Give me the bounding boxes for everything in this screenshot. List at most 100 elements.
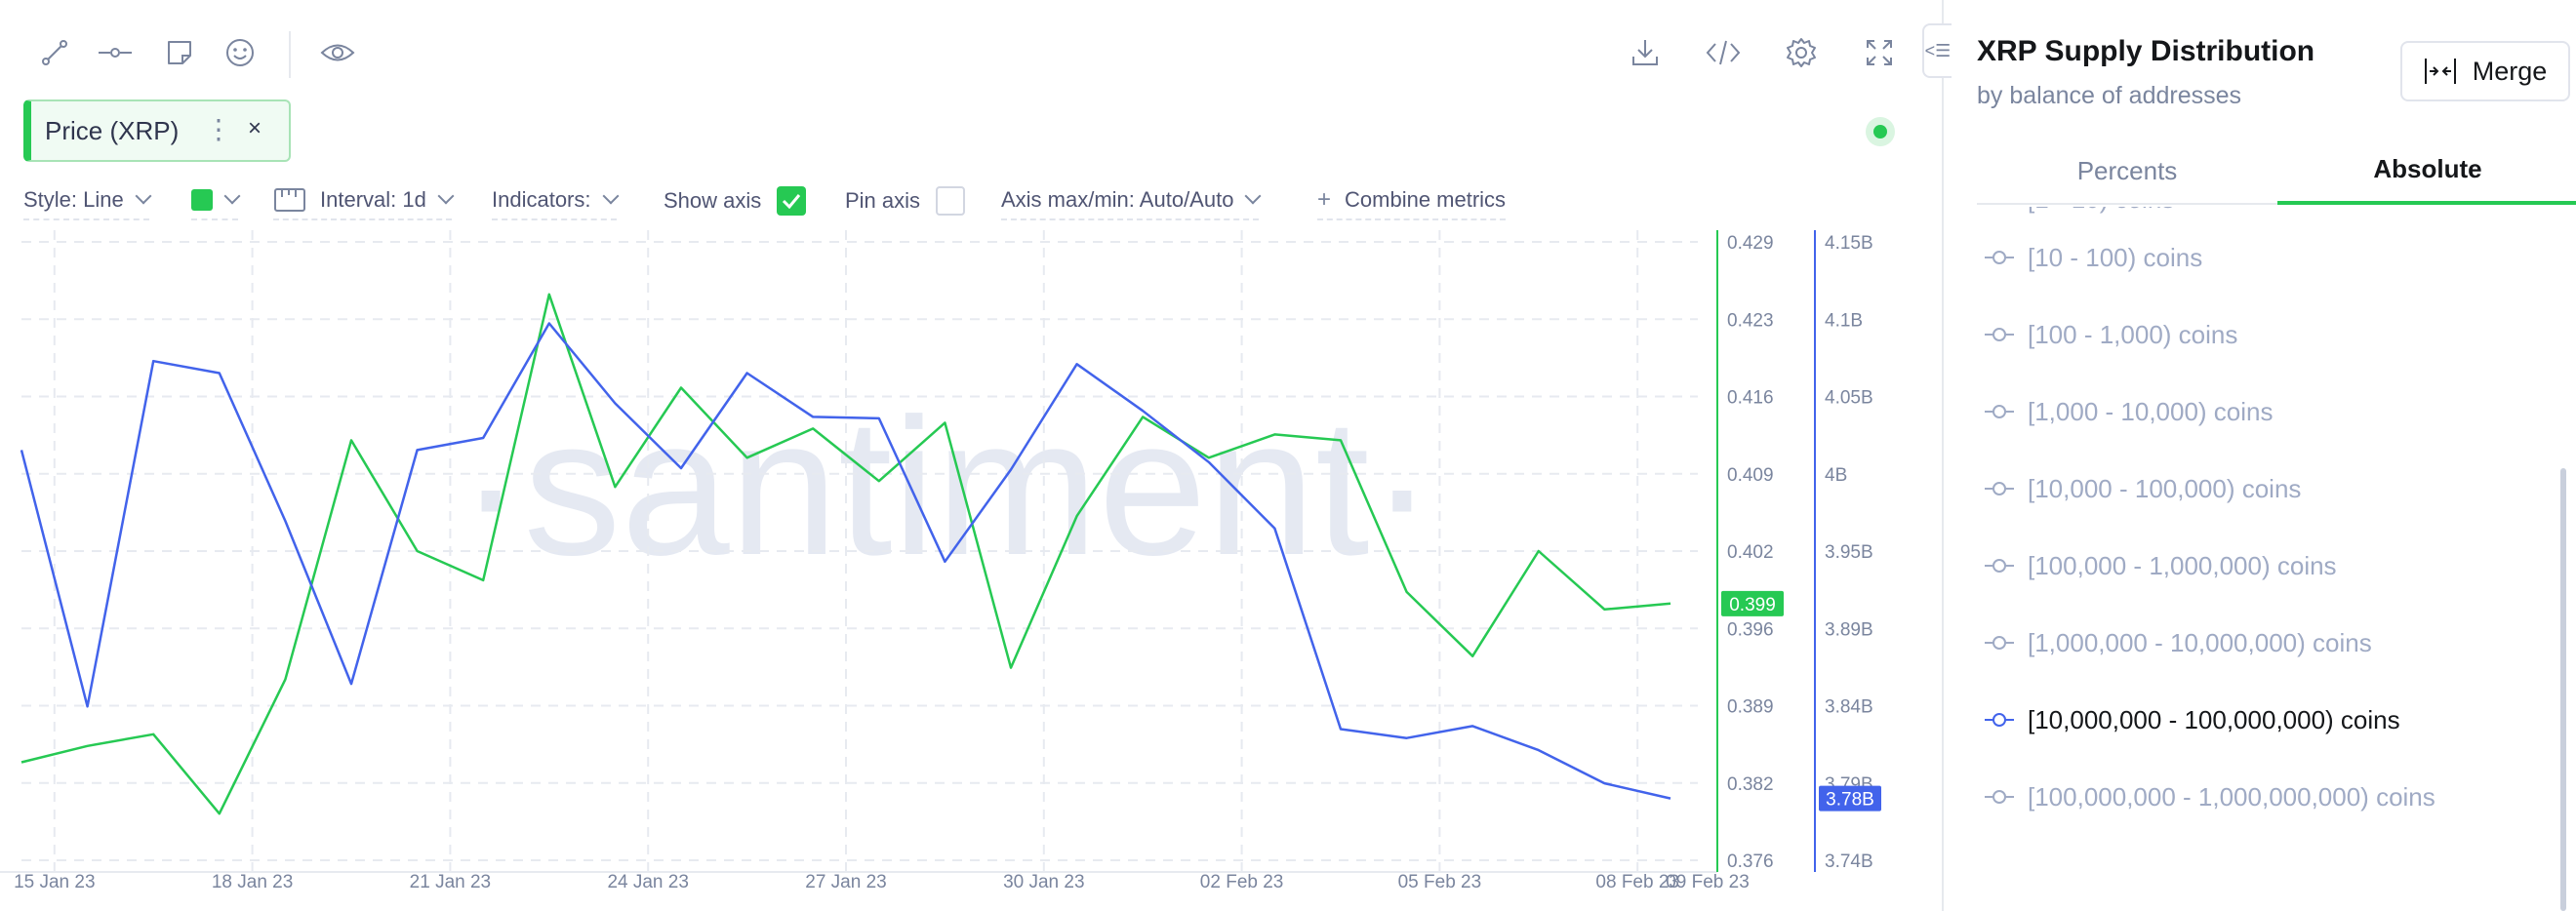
- x-tick-label: 05 Feb 23: [1398, 872, 1482, 892]
- panel-subtitle: by balance of addresses: [1977, 82, 2242, 109]
- x-tick-label: 18 Jan 23: [212, 872, 293, 892]
- settings-gear-icon[interactable]: [1778, 27, 1825, 78]
- pin-axis-toggle[interactable]: Pin axis: [845, 181, 966, 220]
- balance-range-item[interactable]: [1,000,000 - 10,000,000) coins: [1977, 614, 2372, 672]
- x-tick-label: 08 Feb 23: [1595, 872, 1679, 892]
- series-toggle-icon: [1985, 633, 2028, 653]
- y-tick-label: 0.402: [1727, 542, 1774, 563]
- color-picker[interactable]: [191, 181, 241, 220]
- series-toggle-icon: [1985, 479, 2028, 498]
- balance-range-label: [1,000 - 10,000) coins: [2028, 396, 2274, 426]
- axis-minmax-dropdown[interactable]: Axis max/min: Auto/Auto: [1001, 181, 1262, 220]
- balance-range-item[interactable]: [100,000,000 - 1,000,000,000) coins: [1977, 768, 2435, 826]
- line-draw-icon[interactable]: [31, 27, 78, 78]
- last-value-label: 0.399: [1729, 595, 1776, 615]
- series-toggle-icon: [1985, 402, 2028, 421]
- balance-range-label: [10 - 100) coins: [2028, 242, 2203, 272]
- metric-tag-price[interactable]: Price (XRP) ⋮ ×: [23, 99, 291, 162]
- series-toggle-icon: [1985, 710, 2028, 730]
- show-axis-toggle[interactable]: Show axis: [664, 181, 807, 220]
- balance-range-label: [100,000,000 - 1,000,000,000) coins: [2028, 781, 2435, 812]
- chevron-down-icon: [223, 187, 241, 205]
- tab-absolute[interactable]: Absolute: [2277, 137, 2576, 205]
- balance-range-item[interactable]: [10,000,000 - 100,000,000) coins: [1977, 691, 2400, 749]
- merge-icon: [2424, 59, 2456, 84]
- panel-title: XRP Supply Distribution: [1977, 35, 2315, 67]
- balance-range-list: [1 - 10) coins [10 - 100) coins [100 - 1,0…: [1977, 207, 2553, 911]
- note-icon[interactable]: [156, 27, 203, 78]
- x-tick-label: 02 Feb 23: [1200, 872, 1284, 892]
- balance-range-item[interactable]: [10,000 - 100,000) coins: [1977, 459, 2301, 518]
- panel-scrollbar[interactable]: [2560, 468, 2566, 911]
- collapse-panel-icon[interactable]: <☰: [1922, 23, 1952, 78]
- balance-range-item[interactable]: [100 - 1,000) coins: [1977, 305, 2237, 364]
- balance-range-label: [100,000 - 1,000,000) coins: [2028, 550, 2337, 580]
- metric-label: Price (XRP): [45, 115, 180, 145]
- chart-area: Price (XRP) ⋮ × Style: Line Interval: 1d…: [0, 27, 1940, 911]
- ruler-icon: [274, 188, 305, 212]
- chevron-down-icon: [437, 187, 455, 205]
- balance-range-item[interactable]: [10 - 100) coins: [1977, 228, 2202, 287]
- y-tick-label: 3.84B: [1825, 697, 1873, 718]
- series-line: [20, 293, 1671, 815]
- toolbar-divider: [289, 31, 291, 78]
- series-toggle-icon: [1985, 248, 2028, 267]
- tab-percents[interactable]: Percents: [2076, 155, 2178, 185]
- horizontal-ray-icon[interactable]: [92, 27, 139, 78]
- y-tick-label: 3.74B: [1825, 852, 1873, 872]
- merge-label: Merge: [2472, 56, 2548, 86]
- y-tick-label: 4.1B: [1825, 310, 1863, 331]
- indicators-dropdown[interactable]: Indicators:: [492, 181, 619, 220]
- series-toggle-icon: [1985, 787, 2028, 807]
- pin-axis-checkbox[interactable]: [936, 186, 966, 216]
- x-tick-label: 15 Jan 23: [14, 872, 95, 892]
- balance-range-item[interactable]: [1 - 10) coins: [1977, 207, 2174, 228]
- y-tick-label: 0.416: [1727, 388, 1774, 409]
- eye-icon[interactable]: [314, 27, 361, 78]
- interval-label: Interval: 1d: [320, 187, 426, 212]
- y-tick-label: 4.15B: [1825, 233, 1873, 254]
- last-value-badge: [1819, 785, 1881, 812]
- fullscreen-icon[interactable]: [1856, 27, 1903, 78]
- y-tick-label: 0.423: [1727, 310, 1774, 331]
- x-tick-label: 21 Jan 23: [410, 872, 491, 892]
- price-supply-chart[interactable]: ·santiment· 15 Jan 23 18 Jan 23 21 Jan 23 24…: [0, 224, 1940, 911]
- y-tick-label: 0.382: [1727, 774, 1774, 795]
- embed-code-icon[interactable]: [1700, 27, 1747, 78]
- axis-minmax-label: Axis max/min: Auto/Auto: [1001, 187, 1234, 212]
- style-dropdown[interactable]: Style: Line: [23, 181, 152, 220]
- x-tick-label: 30 Jan 23: [1003, 872, 1084, 892]
- combine-metrics-label: Combine metrics: [1345, 187, 1507, 212]
- y-tick-label: 0.389: [1727, 697, 1774, 718]
- y-tick-label: 4B: [1825, 465, 1847, 486]
- y-tick-label: 0.409: [1727, 465, 1774, 486]
- metric-close-icon[interactable]: ×: [248, 115, 262, 141]
- show-axis-label: Show axis: [664, 188, 762, 213]
- balance-range-label: [100 - 1,000) coins: [2028, 319, 2238, 349]
- y-tick-label: 3.95B: [1825, 542, 1873, 563]
- panel-tabs: Percents Absolute: [1977, 137, 2576, 205]
- balance-range-label: [1,000,000 - 10,000,000) coins: [2028, 627, 2372, 657]
- download-icon[interactable]: [1622, 27, 1669, 78]
- combine-metrics-button[interactable]: + Combine metrics: [1317, 181, 1507, 220]
- supply-distribution-panel: <☰ XRP Supply Distribution by balance of…: [1922, 0, 2576, 911]
- balance-range-item[interactable]: [1,000 - 10,000) coins: [1977, 382, 2274, 441]
- y-tick-label: 0.376: [1727, 852, 1774, 872]
- merge-button[interactable]: Merge: [2400, 41, 2570, 101]
- balance-range-label: [1 - 10) coins: [2028, 207, 2174, 215]
- y-tick-label: 0.396: [1727, 619, 1774, 640]
- emoji-icon[interactable]: [217, 27, 263, 78]
- balance-range-item[interactable]: [100,000 - 1,000,000) coins: [1977, 536, 2337, 595]
- series-toggle-icon: [1985, 556, 2028, 575]
- interval-dropdown[interactable]: Interval: 1d: [273, 181, 455, 220]
- show-axis-checkbox[interactable]: [777, 186, 807, 216]
- style-label: Style: Line: [23, 187, 124, 212]
- metric-menu-icon[interactable]: ⋮: [205, 114, 232, 144]
- chart-toolbar: [31, 27, 1911, 78]
- balance-range-label: [10,000 - 100,000) coins: [2028, 473, 2302, 503]
- last-value-badge: [1721, 590, 1784, 616]
- chevron-down-icon: [135, 187, 152, 205]
- indicators-label: Indicators:: [492, 187, 591, 212]
- series-line: [20, 322, 1671, 800]
- last-value-label: 3.78B: [1826, 790, 1874, 811]
